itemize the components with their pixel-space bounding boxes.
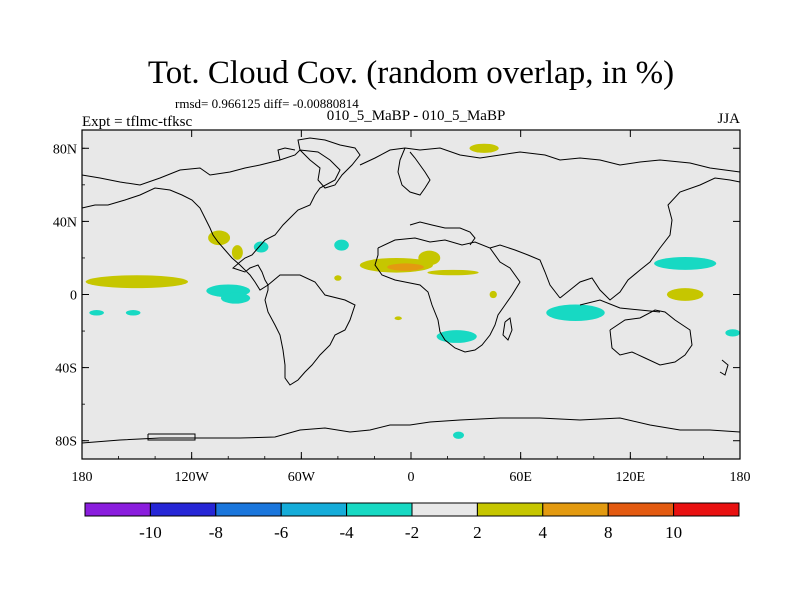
x-tick-label: 180	[72, 470, 93, 485]
anomaly-patch-18	[453, 431, 465, 439]
colorbar-swatch-9	[673, 502, 740, 517]
coast-eurasia-north	[359, 147, 741, 173]
anomaly-patch-9	[387, 263, 424, 271]
x-tick-label: 120E	[616, 470, 646, 485]
coast-antarctica	[81, 417, 741, 444]
y-axis: 80N 40N 0 40S 80S	[53, 142, 740, 450]
anomaly-patch-16	[666, 288, 704, 301]
anomaly-layer	[85, 143, 740, 439]
colorbar-swatch-4	[346, 502, 413, 517]
colorbar-swatch-6	[476, 502, 544, 517]
anomaly-patch-10	[418, 250, 441, 266]
coast-indonesia	[579, 299, 661, 313]
colorbar-swatch-0	[84, 502, 151, 517]
coast-arctic-islands	[277, 147, 296, 161]
colorbar-swatch-3	[280, 502, 348, 517]
chart-title: Tot. Cloud Cov. (random overlap, in %)	[148, 55, 674, 91]
colorbar-label: -2	[405, 523, 419, 542]
anomaly-patch-22	[489, 290, 497, 299]
coast-australia	[609, 309, 693, 366]
experiment-label: Expt = tflmc-tfksc	[82, 114, 192, 130]
anomaly-patch-20	[394, 316, 402, 321]
anomaly-patch-4	[253, 241, 269, 253]
colorbar-label: 10	[665, 523, 682, 542]
colorbar-swatch-7	[542, 502, 609, 517]
anomaly-patch-5	[89, 310, 104, 316]
anomaly-patch-3	[231, 245, 243, 260]
colorbar-label: 8	[604, 523, 613, 542]
anomaly-patch-0	[85, 275, 189, 289]
stats-line: rmsd= 0.966125 diff= -0.00880814	[175, 96, 359, 111]
x-tick-label: 180	[730, 470, 751, 485]
coast-north-america	[81, 149, 341, 291]
coastlines	[81, 137, 741, 444]
y-tick-label: 40S	[55, 362, 77, 377]
coast-new-zealand	[719, 359, 729, 376]
x-tick-label: 60E	[509, 470, 532, 485]
colorbar-label: 2	[473, 523, 482, 542]
coast-antarctic-shelf	[147, 433, 196, 441]
anomaly-patch-11	[427, 269, 479, 276]
coast-arabia-india	[489, 244, 561, 299]
anomaly-patch-15	[654, 257, 717, 270]
x-axis: 180 120W 60W 0 60E 120E 180	[72, 130, 751, 485]
colorbar-swatch-5	[411, 502, 478, 517]
anomaly-patch-7	[334, 239, 349, 251]
coast-south-america	[264, 274, 356, 386]
colorbar-swatch-2	[215, 502, 282, 517]
anomaly-patch-13	[436, 330, 477, 343]
y-tick-label: 40N	[53, 215, 77, 230]
map-plot: 180 120W 60W 0 60E 120E 180 80N 40N 0 40S 80S	[53, 129, 751, 485]
x-tick-label: 60W	[288, 470, 316, 485]
anomaly-patch-12	[469, 143, 499, 153]
colorbar-swatch-8	[607, 502, 675, 517]
y-tick-label: 80N	[53, 142, 77, 157]
colorbar-label: -8	[209, 523, 223, 542]
map-background	[82, 130, 740, 459]
anomaly-patch-2	[208, 230, 231, 246]
anomaly-patch-6	[125, 310, 141, 316]
colorbar: -10 -8 -6 -4 -2 2 4 8 10	[84, 502, 740, 542]
colorbar-label: -6	[274, 523, 288, 542]
case-label: 010_5_MaBP - 010_5_MaBP	[327, 108, 506, 124]
colorbar-label: -10	[139, 523, 162, 542]
coast-madagascar	[502, 317, 513, 341]
y-tick-label: 80S	[55, 435, 77, 450]
coast-asia-east	[559, 177, 741, 301]
anomaly-patch-21	[334, 275, 342, 281]
colorbar-swatch-1	[149, 502, 217, 517]
y-tick-label: 0	[70, 289, 77, 304]
anomaly-patch-17	[725, 329, 740, 337]
coast-africa	[374, 237, 521, 353]
anomaly-patch-19	[220, 292, 251, 304]
colorbar-label: 4	[539, 523, 548, 542]
coast-greenland	[297, 137, 361, 189]
colorbar-label: -4	[340, 523, 355, 542]
season-label: JJA	[717, 111, 740, 127]
coast-mediterranean	[409, 221, 476, 246]
x-tick-label: 0	[408, 470, 415, 485]
anomaly-patch-14	[546, 304, 605, 322]
coast-scandinavia	[397, 147, 431, 196]
x-tick-label: 120W	[175, 470, 210, 485]
